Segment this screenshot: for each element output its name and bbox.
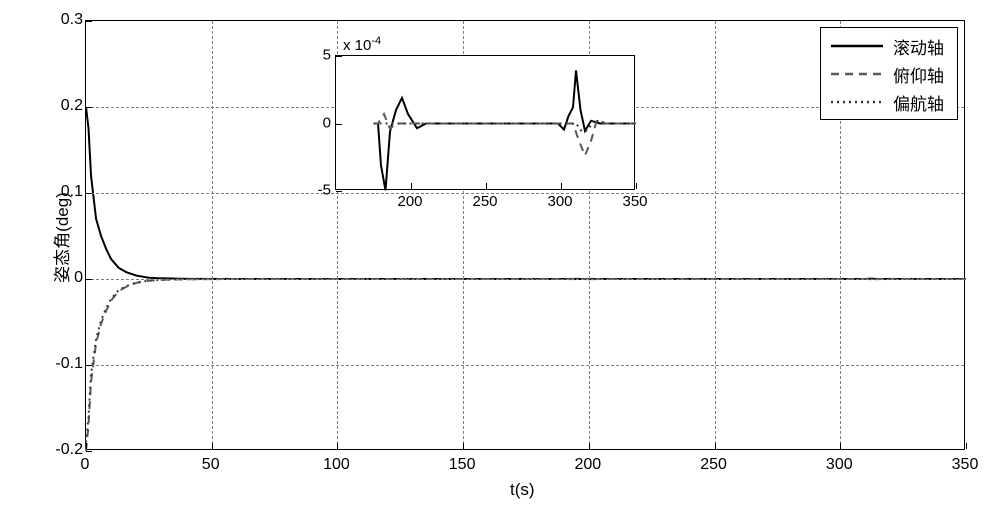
y-tick: [86, 365, 92, 366]
legend-item: 俯仰轴: [829, 60, 949, 88]
inset-x-tick: [411, 183, 412, 189]
inset-exp-prefix: x 10: [343, 37, 371, 54]
x-tick: [840, 443, 841, 449]
x-tick-label: 50: [191, 456, 231, 474]
inset-y-tick: [336, 56, 342, 57]
series-pitch: [86, 279, 966, 451]
x-tick: [715, 443, 716, 449]
inset-y-tick: [336, 191, 342, 192]
figure-root: 滚动轴俯仰轴偏航轴 t(s) 姿态角(deg) x 10-4 050100150…: [0, 0, 1000, 520]
inset-series-layer: [336, 56, 634, 189]
y-tick: [86, 279, 92, 280]
legend-label: 偏航轴: [893, 90, 944, 115]
inset-y-tick-label: 0: [301, 114, 331, 131]
inset-series-pitch: [374, 114, 637, 155]
inset-x-tick: [561, 183, 562, 189]
legend-swatch: [829, 64, 885, 84]
inset-x-tick-label: 350: [615, 193, 655, 210]
inset-x-tick-label: 300: [540, 193, 580, 210]
y-tick: [86, 21, 92, 22]
x-tick: [212, 443, 213, 449]
x-tick: [463, 443, 464, 449]
inset-plot-area: [335, 55, 635, 190]
y-tick-label: -0.1: [33, 355, 83, 373]
inset-exponent-label: x 10-4: [343, 35, 381, 54]
inset-y-tick-label: 5: [301, 47, 331, 64]
legend-swatch: [829, 36, 885, 56]
y-tick-label: 0.3: [33, 11, 83, 29]
inset-series-yaw: [374, 119, 637, 131]
grid-line-vertical: [715, 21, 716, 449]
x-tick-label: 200: [568, 456, 608, 474]
y-tick-label: 0: [33, 269, 83, 287]
y-tick: [86, 107, 92, 108]
inset-series-roll: [374, 70, 637, 190]
y-tick: [86, 451, 92, 452]
legend-swatch: [829, 92, 885, 112]
grid-line-horizontal: [86, 279, 964, 280]
grid-line-horizontal: [86, 193, 964, 194]
inset-x-tick-label: 200: [390, 193, 430, 210]
inset-exp-sup: -4: [371, 35, 381, 47]
x-tick-label: 150: [442, 456, 482, 474]
x-tick-label: 250: [694, 456, 734, 474]
inset-x-tick: [636, 183, 637, 189]
inset-y-tick: [336, 124, 342, 125]
series-yaw: [86, 279, 966, 442]
x-tick: [337, 443, 338, 449]
y-tick-label: 0.1: [33, 183, 83, 201]
grid-line-horizontal: [86, 365, 964, 366]
x-axis-label: t(s): [510, 480, 535, 500]
inset-y-tick-label: -5: [301, 182, 331, 199]
x-tick: [966, 443, 967, 449]
x-tick: [589, 443, 590, 449]
legend-item: 偏航轴: [829, 88, 949, 116]
legend-box: 滚动轴俯仰轴偏航轴: [820, 27, 958, 120]
y-tick-label: 0.2: [33, 97, 83, 115]
x-tick-label: 300: [819, 456, 859, 474]
legend-label: 滚动轴: [893, 34, 944, 59]
y-tick: [86, 193, 92, 194]
y-tick-label: -0.2: [33, 441, 83, 459]
inset-x-tick: [486, 183, 487, 189]
grid-line-vertical: [212, 21, 213, 449]
x-tick-label: 100: [316, 456, 356, 474]
x-tick-label: 350: [945, 456, 985, 474]
inset-x-tick-label: 250: [465, 193, 505, 210]
legend-label: 俯仰轴: [893, 62, 944, 87]
legend-item: 滚动轴: [829, 32, 949, 60]
x-tick: [86, 443, 87, 449]
